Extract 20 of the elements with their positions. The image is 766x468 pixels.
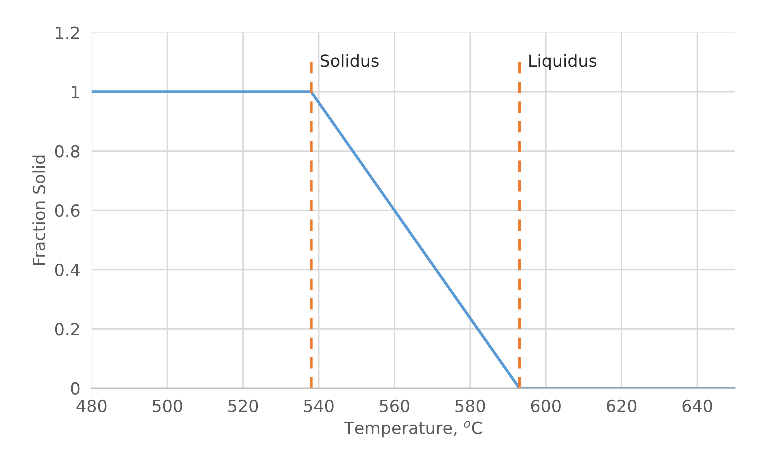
x-tick-label: 560 bbox=[380, 400, 410, 412]
x-tick-label: 540 bbox=[304, 400, 334, 412]
x-tick-label: 620 bbox=[607, 400, 637, 412]
annotation: Liquidus bbox=[530, 54, 597, 70]
x-tick-label: 480 bbox=[76, 400, 107, 412]
y-tick-label: 0.4 bbox=[55, 264, 80, 276]
x-tick-label: 500 bbox=[153, 400, 182, 412]
y-tick-label: 0 bbox=[71, 382, 80, 396]
x-axis-title: Temperature, $^{o}$C bbox=[344, 421, 482, 438]
y-tick-label: 0.2 bbox=[55, 323, 80, 336]
x-tick-label: 600 bbox=[531, 400, 561, 412]
y-axis-title: Fraction Solid bbox=[32, 156, 46, 266]
annotation: Solidus bbox=[320, 54, 379, 68]
y-tick-label: 0.8 bbox=[55, 145, 80, 158]
y-tick-label: 1 bbox=[72, 86, 80, 98]
y-tick-label: 0.6 bbox=[55, 204, 80, 218]
x-tick-label: 580 bbox=[456, 400, 486, 412]
x-tick-label: 640 bbox=[682, 400, 712, 412]
y-tick-label: 1.2 bbox=[56, 26, 80, 40]
x-tick-label: 520 bbox=[228, 400, 258, 412]
